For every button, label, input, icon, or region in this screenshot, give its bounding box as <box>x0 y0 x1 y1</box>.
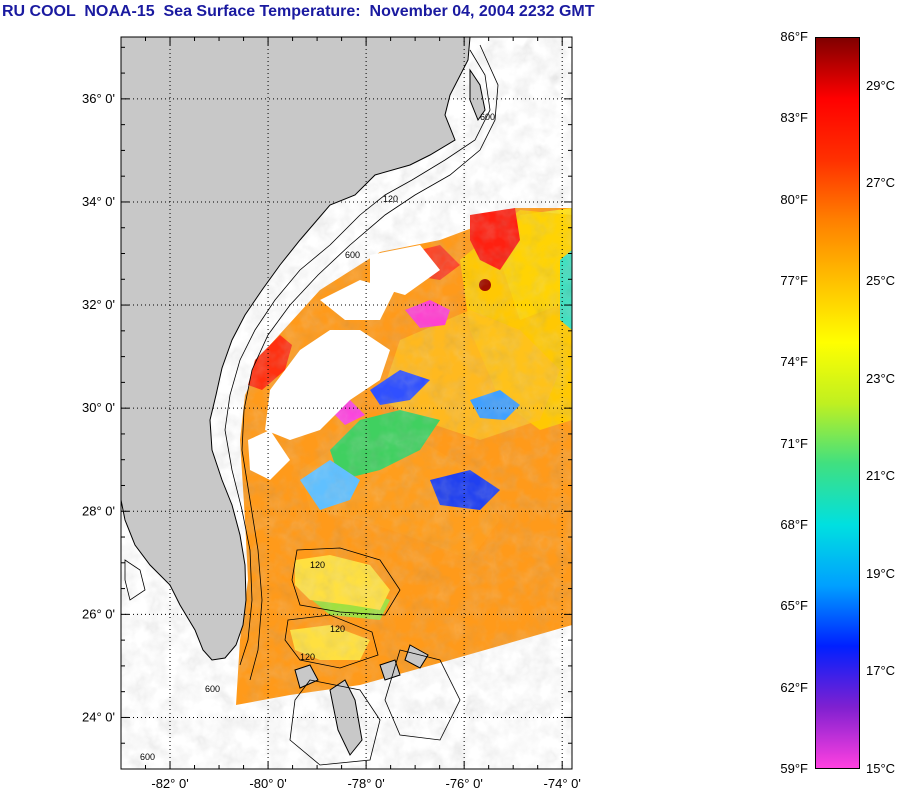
lat-label: 34° 0' <box>82 194 115 209</box>
fahrenheit-label: 62°F <box>780 679 808 695</box>
celsius-label: 15°C <box>866 761 896 776</box>
fahrenheit-label: 77°F <box>780 273 808 288</box>
svg-text:600: 600 <box>480 112 495 122</box>
fahrenheit-label: 86°F <box>780 29 808 44</box>
svg-text:120: 120 <box>383 194 398 204</box>
celsius-label: 29°C <box>866 77 896 93</box>
map-frame <box>120 36 573 770</box>
svg-text:600: 600 <box>345 250 360 260</box>
fahrenheit-label: 74°F <box>780 354 808 370</box>
celsius-label: 27°C <box>866 175 896 191</box>
lon-label: -82° 0' <box>151 776 188 791</box>
lat-label: 32° 0' <box>82 297 115 312</box>
svg-text:120: 120 <box>330 624 345 634</box>
celsius-label: 17°C <box>866 663 896 679</box>
fahrenheit-label: 68°F <box>780 517 808 532</box>
lat-label: 26° 0' <box>82 606 115 621</box>
lat-label: 30° 0' <box>82 400 115 415</box>
contour-labels: 120 600 120 120 120 600 600 600 <box>140 112 495 762</box>
lon-label: -78° 0' <box>347 776 384 791</box>
celsius-label: 25°C <box>866 273 896 288</box>
page-title: RU COOL NOAA-15 Sea Surface Temperature:… <box>2 3 595 20</box>
svg-text:120: 120 <box>310 560 325 570</box>
fahrenheit-label: 59°F <box>780 761 808 776</box>
fahrenheit-label: 65°F <box>780 598 808 614</box>
celsius-label: 19°C <box>866 565 896 581</box>
lon-label: -80° 0' <box>249 776 286 791</box>
fahrenheit-label: 80°F <box>780 191 808 207</box>
fahrenheit-label: 71°F <box>780 435 808 451</box>
svg-text:600: 600 <box>205 684 220 694</box>
lat-label: 28° 0' <box>82 503 115 518</box>
celsius-label: 23°C <box>866 370 896 386</box>
lat-label: 36° 0' <box>82 91 115 106</box>
celsius-label: 21°C <box>866 468 896 484</box>
map-axes: 36° 0' 34° 0' 32° 0' 30° 0' 28° 0' 26° 0' 24° … <box>82 37 581 791</box>
svg-text:120: 120 <box>300 652 315 662</box>
lat-label: 24° 0' <box>82 709 115 724</box>
temperature-colorbar <box>815 37 860 769</box>
cloud-cover <box>248 245 440 480</box>
svg-text:600: 600 <box>140 752 155 762</box>
lon-label: -76° 0' <box>445 776 482 791</box>
lon-label: -74° 0' <box>544 776 581 791</box>
fahrenheit-label: 83°F <box>780 110 808 126</box>
